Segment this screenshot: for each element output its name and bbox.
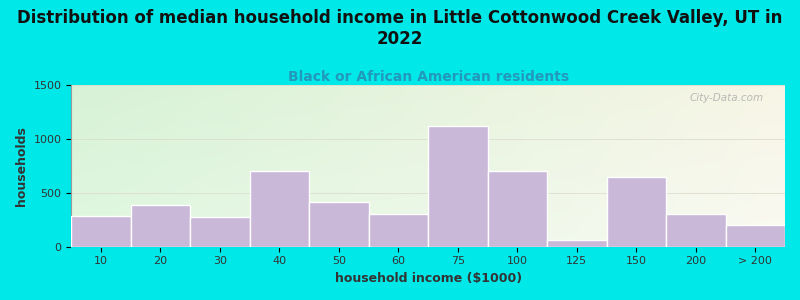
Text: City-Data.com: City-Data.com xyxy=(690,93,763,103)
Y-axis label: households: households xyxy=(15,126,28,206)
Bar xyxy=(428,126,488,247)
Bar xyxy=(666,214,726,247)
Bar xyxy=(190,217,250,247)
Bar xyxy=(250,171,309,247)
Bar xyxy=(606,177,666,247)
Bar xyxy=(547,240,606,247)
Bar xyxy=(130,205,190,247)
Bar xyxy=(488,171,547,247)
Bar xyxy=(726,225,785,247)
Bar xyxy=(369,214,428,247)
Bar xyxy=(71,215,130,247)
Text: Distribution of median household income in Little Cottonwood Creek Valley, UT in: Distribution of median household income … xyxy=(18,9,782,48)
Text: Black or African American residents: Black or African American residents xyxy=(287,70,569,84)
Bar xyxy=(309,202,369,247)
X-axis label: household income ($1000): household income ($1000) xyxy=(334,272,522,285)
